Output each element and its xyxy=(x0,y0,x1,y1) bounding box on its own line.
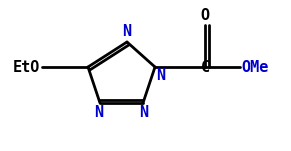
Text: N: N xyxy=(95,105,104,120)
Text: O: O xyxy=(200,8,210,23)
Text: C: C xyxy=(200,61,210,76)
Text: N: N xyxy=(139,105,149,120)
Text: EtO: EtO xyxy=(13,59,40,74)
Text: N: N xyxy=(123,24,132,39)
Text: OMe: OMe xyxy=(241,61,268,76)
Text: N: N xyxy=(156,68,165,83)
